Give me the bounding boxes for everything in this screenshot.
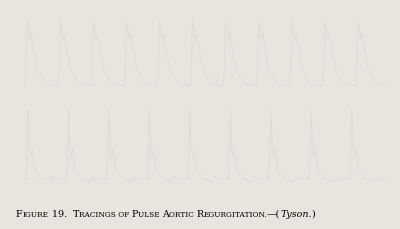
Text: —(: —(: [267, 209, 280, 218]
Text: R: R: [196, 209, 203, 218]
Text: T: T: [73, 209, 79, 218]
Text: P: P: [132, 209, 138, 218]
Text: 19.: 19.: [49, 209, 73, 218]
Text: Tyson.: Tyson.: [280, 209, 312, 218]
Text: ORTIC: ORTIC: [169, 210, 196, 218]
Text: ): ): [312, 209, 316, 218]
Text: RACINGS OF: RACINGS OF: [79, 210, 132, 218]
Text: IGURE: IGURE: [23, 210, 49, 218]
Text: ULSE: ULSE: [138, 210, 162, 218]
Text: F: F: [16, 209, 23, 218]
Text: EGURGITATION.: EGURGITATION.: [203, 210, 267, 218]
Text: A: A: [162, 209, 169, 218]
